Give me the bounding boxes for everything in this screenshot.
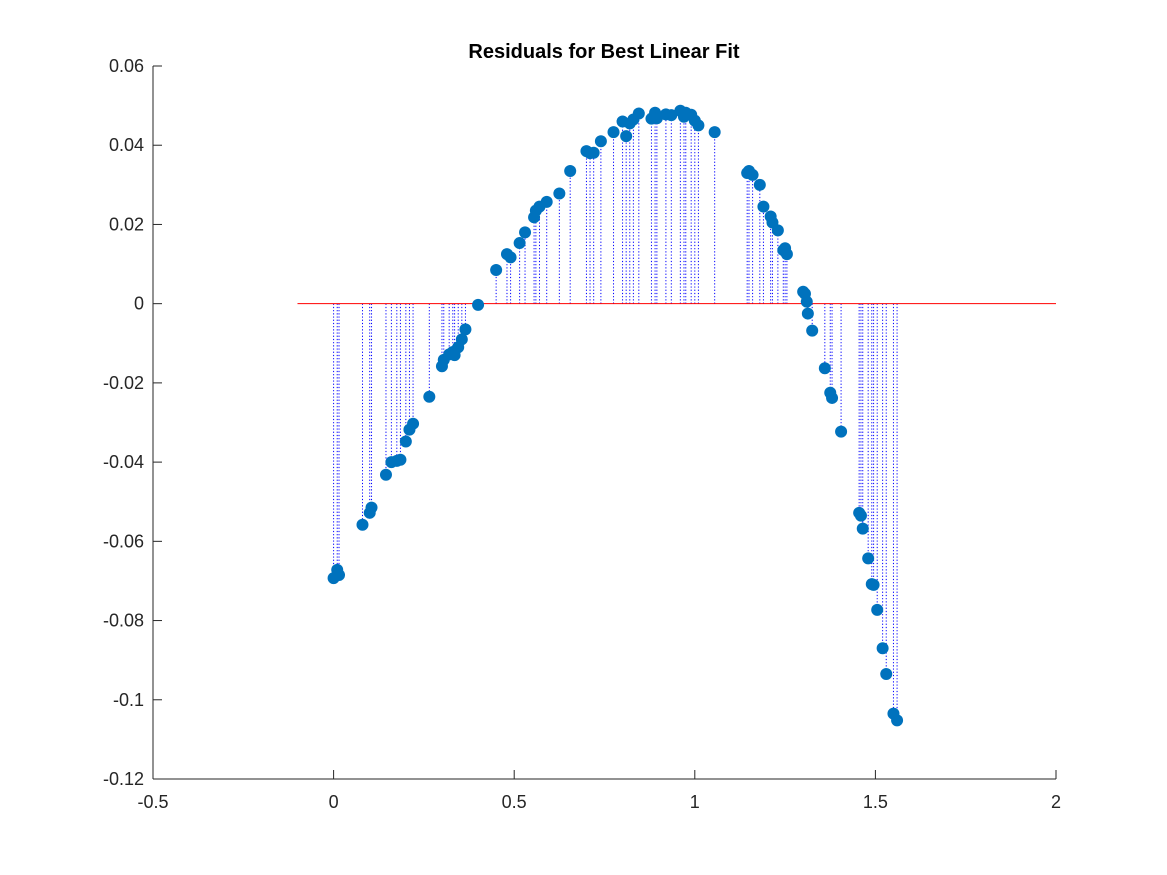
data-point-63 [771,224,784,237]
y-tick-label-0: -0.12 [103,769,144,789]
data-point-81 [867,578,880,591]
data-point-22 [472,298,485,311]
data-point-6 [379,468,392,481]
data-point-78 [856,522,869,535]
data-point-46 [650,112,663,125]
y-tick-label-3: -0.06 [103,531,144,551]
data-point-27 [519,226,532,239]
chart-title: Residuals for Best Linear Fit [468,41,740,63]
data-point-74 [826,391,839,404]
data-point-5 [365,501,378,514]
data-point-86 [891,714,904,727]
data-point-23 [490,263,503,276]
data-point-10 [399,435,412,448]
data-point-2 [333,569,346,582]
data-point-75 [835,425,848,438]
data-point-20 [455,333,468,346]
data-point-36 [587,146,600,159]
y-tick-label-2: -0.08 [103,611,144,631]
data-point-12 [407,417,420,430]
y-tick-label-7: 0.02 [109,214,144,234]
data-point-33 [564,164,577,177]
x-tick-label-2: 0.5 [502,792,527,812]
data-point-43 [632,107,645,120]
data-point-72 [818,362,831,375]
points-layer [327,104,904,727]
data-point-55 [708,126,721,139]
data-point-60 [757,200,770,213]
x-tick-label-0: -0.5 [137,792,168,812]
data-point-32 [553,187,566,200]
data-point-26 [513,237,526,250]
data-point-31 [540,195,553,208]
data-point-9 [394,453,407,466]
data-point-3 [356,518,369,531]
axes-layer [152,66,1056,780]
data-point-21 [459,323,472,336]
x-tick-label-4: 1.5 [863,792,888,812]
data-point-38 [607,126,620,139]
data-point-70 [801,307,814,320]
data-point-84 [880,668,893,681]
data-point-77 [854,509,867,522]
data-point-48 [665,109,678,122]
y-tick-label-4: -0.04 [103,452,144,472]
data-point-82 [871,603,884,616]
data-point-59 [753,178,766,191]
x-tick-label-5: 2 [1051,792,1061,812]
stems-layer [333,110,898,721]
data-point-37 [594,135,607,148]
data-point-71 [806,324,819,337]
data-point-25 [504,251,517,264]
data-point-66 [780,248,793,261]
data-point-54 [692,119,705,132]
x-tick-label-3: 1 [690,792,700,812]
data-point-40 [620,130,633,143]
data-point-79 [862,552,875,565]
ticks-layer: -0.5 0 0.5 1 1.5 2 -0.12 -0.1 -0.08 -0.06 -0.04 -0.… [103,56,1061,812]
data-point-83 [876,642,889,655]
y-tick-label-9: 0.06 [109,56,144,76]
y-tick-label-5: -0.02 [103,373,144,393]
y-tick-label-1: -0.1 [113,690,144,710]
y-tick-label-6: 0 [134,294,144,314]
data-point-13 [423,390,436,403]
x-tick-label-1: 0 [329,792,339,812]
y-tick-label-8: 0.04 [109,135,144,155]
data-point-69 [800,295,813,308]
data-point-58 [746,168,759,181]
